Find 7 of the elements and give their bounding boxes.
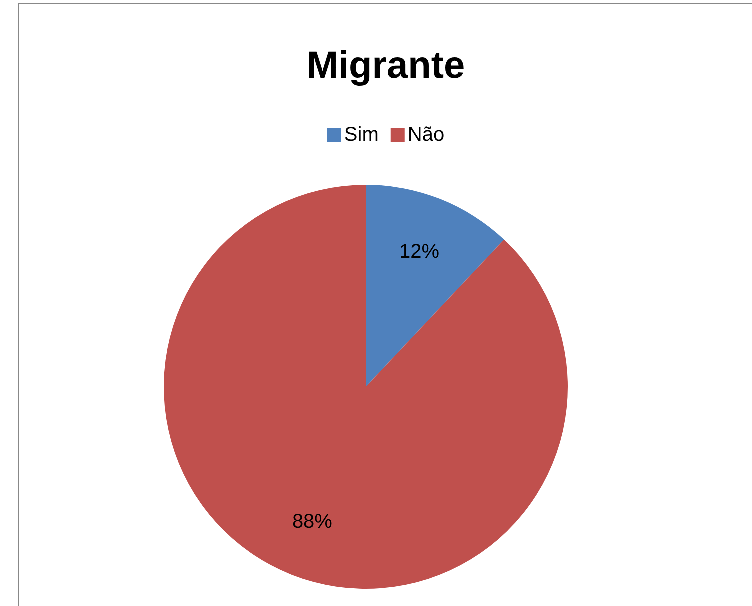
- pie-slice: [366, 185, 504, 387]
- pie-slice: [164, 185, 568, 589]
- data-label: 12%: [400, 240, 440, 263]
- legend-label: Sim: [344, 124, 379, 146]
- chart-title: Migrante: [306, 45, 466, 87]
- data-label: 88%: [292, 511, 333, 534]
- legend-label: Não: [408, 124, 445, 146]
